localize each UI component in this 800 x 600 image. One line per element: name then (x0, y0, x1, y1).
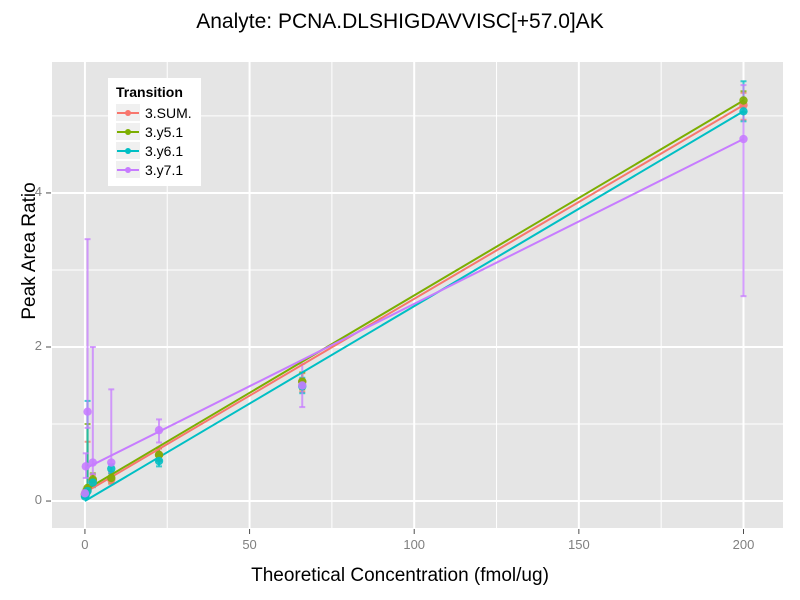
fit-line (84, 99, 744, 492)
data-point (80, 489, 90, 498)
page-title: Analyte: PCNA.DLSHIGDAVVISC[+57.0]AK (196, 10, 604, 33)
legend-item-3-sum-[interactable]: 3.SUM. (116, 103, 192, 122)
x-tick-label: 50 (242, 537, 257, 552)
data-point (739, 134, 748, 144)
legend-items: 3.SUM. 3.y5.1 3.y6.1 3.y7.1 (116, 103, 192, 179)
legend-item-3-y6-1[interactable]: 3.y6.1 (116, 141, 192, 160)
legend: Transition 3.SUM. 3.y5.1 3.y6.1 3.y7.1 (108, 78, 201, 186)
data-point (298, 381, 307, 390)
data-point (739, 96, 748, 105)
legend-title: Transition (116, 84, 183, 100)
legend-item-label: 3.SUM. (145, 104, 192, 121)
y-tick-label: 0 (34, 492, 42, 508)
data-point (88, 458, 98, 467)
data-point (154, 425, 164, 435)
data-point (81, 462, 90, 471)
legend-swatch-icon (116, 123, 140, 140)
x-tick-label: 0 (81, 537, 89, 552)
fit-line (84, 138, 744, 470)
data-point (83, 407, 92, 416)
axis-ticks (46, 192, 744, 534)
x-tick-label: 100 (403, 537, 426, 552)
data-point (739, 107, 748, 116)
y-tick-label: 4 (34, 183, 42, 199)
legend-item-label: 3.y7.1 (145, 161, 184, 178)
legend-swatch-icon (116, 104, 140, 121)
fit-lines (84, 99, 744, 502)
data-point (88, 478, 98, 487)
legend-swatch-icon (116, 161, 140, 178)
data-point (107, 464, 116, 473)
legend-item-3-y5-1[interactable]: 3.y5.1 (116, 122, 192, 141)
data-point (154, 456, 164, 466)
data-point (154, 450, 164, 460)
data-points (80, 96, 748, 501)
fit-line (84, 110, 744, 502)
x-axis-label: Theoretical Concentration (fmol/ug) (251, 565, 549, 586)
y-tick-label: 2 (34, 337, 42, 353)
data-point (107, 473, 116, 483)
legend-item-3-y7-1[interactable]: 3.y7.1 (116, 160, 192, 179)
legend-item-label: 3.y6.1 (145, 142, 184, 159)
fit-line (84, 104, 744, 494)
data-point (107, 458, 116, 467)
x-tick-label: 200 (732, 537, 755, 552)
legend-swatch-icon (116, 142, 140, 159)
x-tick-label: 150 (567, 537, 590, 552)
legend-item-label: 3.y5.1 (145, 123, 184, 140)
